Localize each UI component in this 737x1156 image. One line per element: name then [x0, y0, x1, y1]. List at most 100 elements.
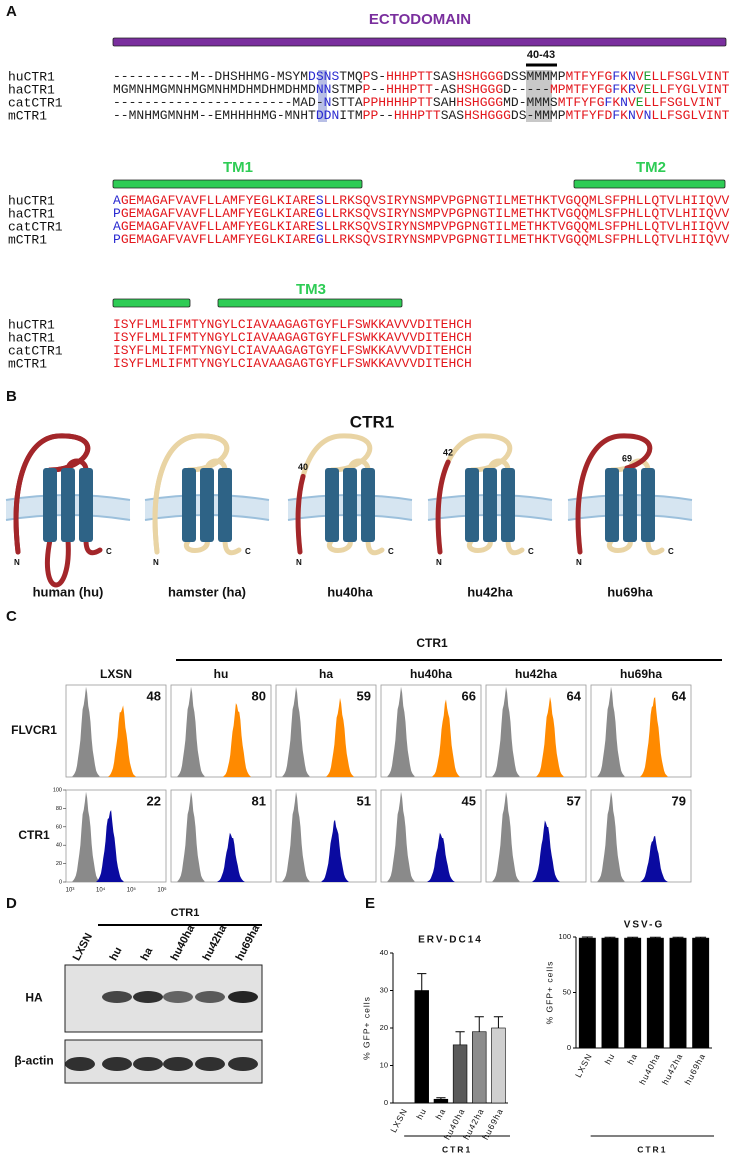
c-terminus — [222, 537, 242, 556]
percent-positive: 79 — [672, 793, 686, 808]
c-terminus — [365, 537, 385, 556]
bar — [669, 937, 687, 1049]
c-label: C — [388, 547, 394, 556]
sequence-segment: DSSMMMMP — [503, 69, 566, 84]
construct-label: hu42ha — [467, 584, 513, 599]
control-histogram — [72, 791, 100, 882]
sequence-name: mCTR1 — [8, 356, 47, 371]
sequence-segment: ISYFLMLIFMTYNGYLCIAVAAGAGTGYFLFSWKKAVVVD… — [113, 317, 472, 332]
column-header: hu40ha — [410, 667, 452, 681]
y-tick-label: 40 — [380, 948, 388, 957]
sequence-segment: F — [612, 108, 620, 123]
error-bar — [474, 1016, 484, 1032]
c-label: C — [668, 547, 674, 556]
control-histogram — [387, 791, 415, 882]
transmembrane-helix — [641, 468, 655, 542]
x-tick-label: ha — [433, 1106, 447, 1121]
sequence-segment: -----------------------MAD- — [113, 95, 324, 110]
sequence-segment: STTA — [331, 95, 362, 110]
sequence-segment: HSHGGG — [456, 95, 503, 110]
y-tick-label: 60 — [56, 824, 62, 830]
sequence-segment: N — [324, 95, 332, 110]
y-axis-label: % GFP+ cells — [361, 996, 371, 1060]
control-histogram — [282, 686, 310, 777]
stained-histogram — [640, 835, 668, 882]
transmembrane-helix — [623, 468, 637, 542]
transmembrane-helix — [200, 468, 214, 542]
blot-label: β-actin — [14, 1054, 53, 1068]
band — [228, 991, 258, 1003]
sequence-segment: G — [316, 232, 324, 247]
sequence-segment: LLFSGLVINT — [644, 95, 722, 110]
error-bar — [455, 1031, 465, 1045]
sequence-segment: MTFYFG — [566, 69, 613, 84]
stained-histogram — [108, 705, 136, 777]
construct-label: hamster (ha) — [168, 584, 246, 599]
sequence-segment: GEMAGAFVAVFLLAMFYEGLKIARE — [121, 206, 316, 221]
stained-histogram — [427, 832, 455, 882]
band — [102, 1057, 132, 1071]
transmembrane-helix — [61, 468, 75, 542]
band — [102, 991, 132, 1003]
sequence-segment: P — [363, 82, 371, 97]
sequence-segment: LLFSGLVINT — [651, 108, 729, 123]
sequence-segment: DSNS — [308, 69, 339, 84]
sequence-name: huCTR1 — [8, 317, 55, 332]
x-tick-label: 10³ — [66, 888, 75, 894]
n-terminus-human — [575, 433, 653, 555]
panel-letter: E — [365, 895, 375, 912]
junction-label: 69 — [622, 453, 632, 463]
sequence-segment: A — [113, 219, 121, 234]
domain-bar — [217, 298, 403, 308]
loop — [44, 537, 71, 588]
sequence-segment: -- — [378, 108, 394, 123]
n-terminus-human — [435, 433, 513, 555]
sequence-segment: P — [113, 232, 121, 247]
sequence: ISYFLMLIFMTYNGYLCIAVAAGAGTGYFLFSWKKAVVVD… — [113, 356, 472, 371]
y-tick-label: 10 — [380, 1060, 388, 1069]
panel-letter: B — [6, 388, 17, 405]
loop — [607, 537, 633, 553]
y-tick-label: 50 — [563, 987, 571, 996]
sequence-segment: HHHPTT — [394, 108, 441, 123]
band — [228, 1057, 258, 1071]
x-tick-label: 10⁶ — [157, 887, 167, 894]
sequence-segment: S — [316, 219, 324, 234]
group-label: CTR1 — [171, 907, 200, 919]
row-label: FLVCR1 — [11, 723, 57, 737]
x-tick-label: ha — [625, 1051, 639, 1066]
band — [133, 1057, 163, 1071]
sequence-segment: V — [636, 108, 644, 123]
sequence: MGMNHMGMNHMGMNHMDHMDHMDHMDNNSTMPP--HHHPT… — [113, 82, 730, 97]
transmembrane-helix — [501, 468, 515, 542]
sequence-segment: STMP — [331, 82, 362, 97]
percent-positive: 64 — [567, 688, 582, 703]
sequence-segment: GEMAGAFVAVFLLAMFYEGLKIARE — [121, 219, 316, 234]
sequence-name: haCTR1 — [8, 82, 55, 97]
n-label: N — [14, 558, 20, 567]
domain-label: TM2 — [636, 159, 666, 176]
y-tick-label: 20 — [56, 861, 62, 867]
n-label: N — [153, 558, 159, 567]
sequence-segment: K — [620, 82, 628, 97]
error-bar — [493, 1016, 504, 1028]
transmembrane-helix — [361, 468, 375, 542]
control-histogram — [492, 791, 520, 882]
c-label: C — [106, 547, 112, 556]
sequence-segment: ISYFLMLIFMTYNGYLCIAVAAGAGTGYFLFSWKKAVVVD… — [113, 330, 472, 345]
sequence-segment: DDN — [316, 108, 339, 123]
sequence-segment: LLRKSQVSIRYNSMPVPGPNGTILMETHKTVGQQMLSFPH… — [324, 193, 730, 208]
sequence: ----------M--DHSHHMG-MSYMDSNSTMQPS-HHHPT… — [113, 69, 730, 84]
sequence-segment: G — [316, 206, 324, 221]
sequence-name: haCTR1 — [8, 206, 55, 221]
transmembrane-helix — [325, 468, 339, 542]
c-terminus — [83, 537, 103, 556]
sequence-segment: GEMAGAFVAVFLLAMFYEGLKIARE — [121, 232, 316, 247]
chart-title: ERV-DC14 — [418, 935, 483, 946]
sequence-segment: HSHGGG — [456, 82, 503, 97]
sequence-segment: V — [636, 69, 644, 84]
error-bar — [436, 1097, 446, 1100]
bar — [578, 937, 596, 1049]
sequence-segment: ISYFLMLIFMTYNGYLCIAVAAGAGTGYFLFSWKKAVVVD… — [113, 356, 472, 371]
